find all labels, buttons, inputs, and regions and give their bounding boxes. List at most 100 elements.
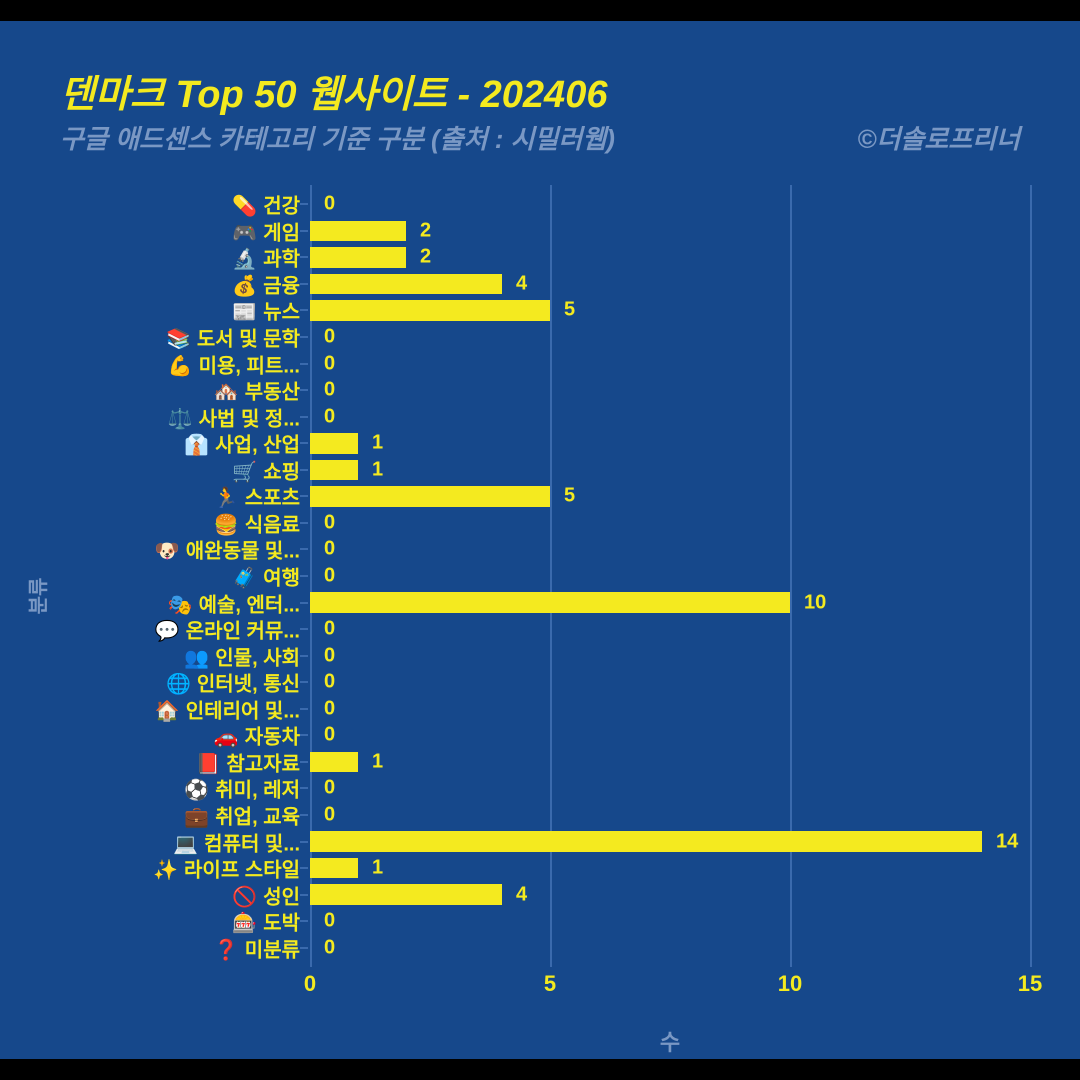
bar-row: 🛒쇼핑1 [310, 457, 1030, 484]
gridline [1030, 185, 1032, 967]
bar-row: 🏠인테리어 및...0 [310, 695, 1030, 722]
value-label: 5 [550, 485, 575, 508]
category-text: 도서 및 문학 [197, 329, 300, 351]
bar-row: 🍔식음료0 [310, 510, 1030, 537]
category-text: 자동차 [245, 727, 300, 749]
category-label: 💼취업, 교육 [184, 800, 310, 829]
category-text: 예술, 엔터... [199, 594, 300, 616]
value-label: 1 [358, 857, 383, 880]
bar-row: 📰뉴스5 [310, 297, 1030, 324]
category-icon: ❓ [214, 939, 239, 961]
category-text: 여행 [263, 567, 300, 589]
value-label: 0 [310, 936, 335, 959]
category-label: 🌐인터넷, 통신 [166, 668, 310, 697]
bar [310, 274, 502, 295]
category-label: 🍔 식음료 [214, 508, 310, 537]
category-icon: 🐶 [155, 541, 180, 563]
bar-row: ⚽취미, 레저0 [310, 775, 1030, 802]
value-label: 0 [310, 697, 335, 720]
category-icon: 💰 [232, 275, 257, 297]
value-label: 5 [550, 299, 575, 322]
category-icon: ✨ [153, 860, 178, 882]
value-label: 0 [310, 671, 335, 694]
category-icon: 🎭 [168, 594, 193, 616]
category-text: 애완동물 및... [186, 541, 300, 563]
bar-row: ❓미분류0 [310, 934, 1030, 961]
category-icon: 🍔 [214, 514, 239, 536]
category-text: 인터넷, 통신 [197, 674, 300, 696]
bar [310, 433, 358, 454]
bar-row: 💊건강0 [310, 191, 1030, 218]
chart-credit: ©더솔로프리너 [857, 119, 1020, 156]
value-label: 0 [310, 511, 335, 534]
bar-row: 🔬과학2 [310, 244, 1030, 271]
category-icon: 📚 [166, 329, 191, 351]
x-tick-label: 10 [778, 971, 802, 997]
bar [310, 592, 790, 613]
category-icon: 🏃 [214, 488, 239, 510]
category-label: 💪미용, 피트... [168, 349, 310, 378]
bar-row: 🏘️부동산0 [310, 377, 1030, 404]
category-icon: 🚗 [214, 727, 239, 749]
value-label: 0 [310, 803, 335, 826]
value-label: 0 [310, 538, 335, 561]
bar-row: 🏃스포츠5 [310, 483, 1030, 510]
category-text: 금융 [263, 275, 300, 297]
category-text: 성인 [263, 886, 300, 908]
bar [310, 460, 358, 481]
value-label: 4 [502, 272, 527, 295]
bar-row: ⚖️사법 및 정...0 [310, 403, 1030, 430]
bar-row: 🌐인터넷, 통신0 [310, 669, 1030, 696]
category-label: 👥인물, 사회 [184, 641, 310, 670]
plot-area: 분류 051015💊건강0🎮게임2🔬과학2💰금융4📰뉴스5📚도서 및 문학0💪미… [0, 191, 1080, 1001]
category-icon: 🎰 [232, 913, 257, 935]
value-label: 0 [310, 326, 335, 349]
category-text: 인테리어 및... [186, 700, 300, 722]
category-icon: 🧳 [232, 567, 257, 589]
x-axis-title: 수 [660, 1025, 680, 1057]
bar [310, 858, 358, 879]
value-label: 10 [790, 591, 826, 614]
bar [310, 831, 982, 852]
chart-panel: 덴마크 Top 50 웹사이트 - 202406 구글 애드센스 카테고리 기준… [0, 18, 1080, 1062]
value-label: 0 [310, 352, 335, 375]
category-text: 쇼핑 [263, 461, 300, 483]
bar-row: 🎭예술, 엔터...10 [310, 589, 1030, 616]
category-icon: 💻 [173, 833, 198, 855]
value-label: 0 [310, 193, 335, 216]
category-label: 🏘️부동산 [214, 376, 310, 405]
category-label: 🛒쇼핑 [232, 455, 310, 484]
category-label: 💻 컴퓨터 및... [173, 827, 310, 856]
bar-row: 💼취업, 교육0 [310, 802, 1030, 829]
category-text: 뉴스 [263, 302, 300, 324]
category-text: 미용, 피트... [199, 355, 300, 377]
bar [310, 300, 550, 321]
value-label: 2 [406, 219, 431, 242]
bar-row: 👥인물, 사회0 [310, 642, 1030, 669]
category-label: ⚖️ 사법 및 정... [168, 402, 310, 431]
bar [310, 884, 502, 905]
category-text: 컴퓨터 및... [204, 833, 300, 855]
category-icon: ⚖️ [168, 408, 193, 430]
value-label: 0 [310, 618, 335, 641]
x-tick-label: 0 [304, 971, 316, 997]
category-text: 식음료 [245, 514, 300, 536]
category-text: 사법 및 정... [199, 408, 300, 430]
category-text: 취미, 레저 [215, 780, 300, 802]
bar-row: 👔사업, 산업1 [310, 430, 1030, 457]
bar-row: 💰금융4 [310, 271, 1030, 298]
category-icon: 🔬 [232, 249, 257, 271]
value-label: 1 [358, 432, 383, 455]
category-icon: 👔 [184, 435, 209, 457]
y-axis-title: 분류 [22, 578, 51, 615]
category-text: 스포츠 [245, 488, 300, 510]
value-label: 0 [310, 777, 335, 800]
category-label: 🎰도박 [232, 907, 310, 936]
bar-row: 🎮게임2 [310, 218, 1030, 245]
category-label: ⚽ 취미, 레저 [184, 774, 310, 803]
bar-row: 📚도서 및 문학0 [310, 324, 1030, 351]
category-label: 🏠인테리어 및... [155, 694, 310, 723]
category-text: 미분류 [245, 939, 300, 961]
category-icon: ⚽ [184, 780, 209, 802]
bar-row: ✨라이프 스타일1 [310, 855, 1030, 882]
